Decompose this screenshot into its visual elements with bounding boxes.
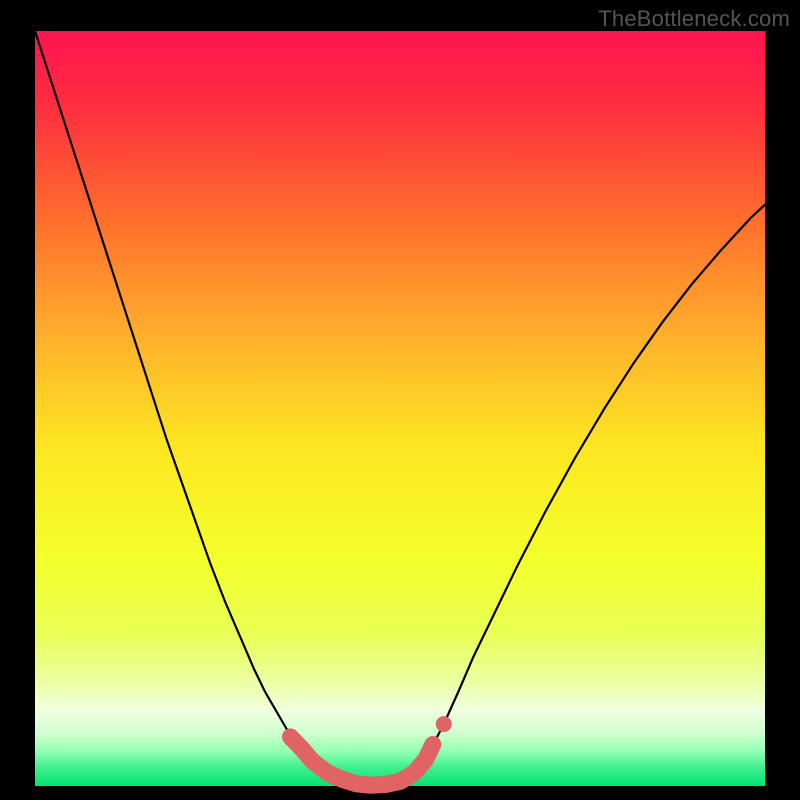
curve-layer [35, 31, 765, 786]
watermark-text: TheBottleneck.com [598, 6, 790, 32]
plot-area [35, 31, 765, 786]
min-highlight-segment [291, 737, 433, 785]
min-highlight-dot [436, 716, 452, 732]
chart-frame: TheBottleneck.com [0, 0, 800, 800]
bottleneck-curve [35, 31, 765, 785]
